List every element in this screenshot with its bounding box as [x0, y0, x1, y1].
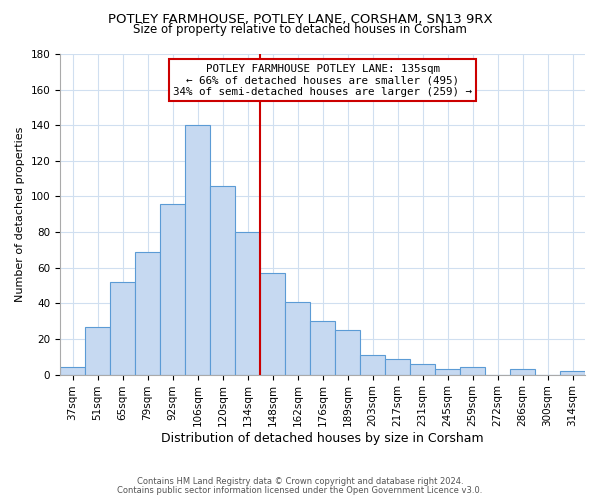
Bar: [435, 370, 460, 374]
Bar: [210, 186, 235, 374]
Bar: [285, 302, 310, 374]
Bar: [185, 125, 210, 374]
Bar: [235, 232, 260, 374]
Text: POTLEY FARMHOUSE, POTLEY LANE, CORSHAM, SN13 9RX: POTLEY FARMHOUSE, POTLEY LANE, CORSHAM, …: [107, 12, 493, 26]
Bar: [135, 252, 160, 374]
Bar: [335, 330, 360, 374]
Bar: [60, 368, 85, 374]
Bar: [410, 364, 435, 374]
Bar: [560, 371, 585, 374]
Y-axis label: Number of detached properties: Number of detached properties: [15, 126, 25, 302]
Bar: [510, 370, 535, 374]
Bar: [160, 204, 185, 374]
Bar: [310, 321, 335, 374]
Bar: [85, 326, 110, 374]
Bar: [110, 282, 135, 374]
Text: Size of property relative to detached houses in Corsham: Size of property relative to detached ho…: [133, 22, 467, 36]
Bar: [360, 355, 385, 374]
Text: Contains public sector information licensed under the Open Government Licence v3: Contains public sector information licen…: [118, 486, 482, 495]
Text: Contains HM Land Registry data © Crown copyright and database right 2024.: Contains HM Land Registry data © Crown c…: [137, 477, 463, 486]
Bar: [260, 273, 285, 374]
Text: POTLEY FARMHOUSE POTLEY LANE: 135sqm
← 66% of detached houses are smaller (495)
: POTLEY FARMHOUSE POTLEY LANE: 135sqm ← 6…: [173, 64, 472, 97]
Bar: [385, 358, 410, 374]
Bar: [460, 368, 485, 374]
X-axis label: Distribution of detached houses by size in Corsham: Distribution of detached houses by size …: [161, 432, 484, 445]
